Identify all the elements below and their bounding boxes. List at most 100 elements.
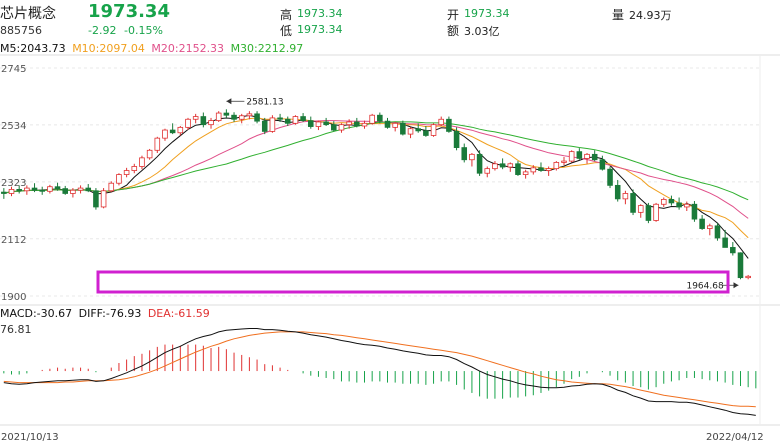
amount-value: 3.03亿 [464,25,500,38]
candle-body [469,153,475,161]
high-value: 1973.34 [297,7,343,20]
candle-body [70,189,76,194]
price-tick-label: 2745 [1,64,26,75]
candle-body [400,122,406,135]
candle-body [369,114,375,124]
candle-body [246,113,253,117]
ma30-label: M30:2212.97 [230,42,304,55]
candle-body [691,203,698,220]
candle-body [568,151,575,162]
diff-line [3,328,756,416]
candle-body [599,159,606,170]
candle-body [722,237,728,248]
candle-body [438,118,445,126]
candle-body [24,187,30,192]
ma-line-m20 [3,119,749,219]
candle-body [139,157,145,167]
candle-body [277,117,283,120]
price-tick-label: 2323 [1,178,26,189]
candle-body [116,174,122,184]
macd-legend: MACD:-30.67 DIFF:-76.93 DEA:-61.59 [0,307,213,320]
candle-body [714,225,721,239]
candle-body [269,117,276,132]
candle-body [231,114,237,120]
candle-body [77,187,84,191]
high-arrow-head [226,98,232,105]
candle-body [123,170,130,175]
candle-body [338,124,345,131]
price-tick-label: 2534 [1,121,26,132]
candle-body [361,122,368,127]
candle-body [62,188,69,194]
low-label: 低 [280,24,293,38]
candle-body [637,205,644,213]
candle-body [307,120,314,127]
candle-body [392,122,398,128]
last-price: 1973.34 [88,1,170,22]
candle-body [261,120,268,132]
candle-body [31,187,38,191]
stock-code: 885756 [0,24,42,37]
low-value: 1973.34 [297,23,343,36]
candle-body [561,160,567,163]
open-value: 1973.34 [464,7,510,20]
candle-body [162,129,168,139]
candle-body [607,168,613,186]
candle-body [16,189,22,192]
low-annotation: 1964.68 [686,281,723,291]
candle-body [8,189,15,194]
candle-body [1,191,7,194]
candle-body [545,168,552,171]
candle-body [614,184,621,200]
high-annotation: 2581.13 [246,97,283,107]
ma10-label: M10:2097.04 [72,42,145,55]
candle-body [645,205,652,221]
candle-body [100,190,107,208]
candle-body [653,203,659,221]
candle-body [707,225,713,229]
dea-line [3,331,756,408]
candle-body [461,147,468,161]
candle-body [323,121,329,126]
dea-label: DEA:-61.59 [147,307,210,320]
candle-body [238,115,245,120]
volume-label: 量 [612,8,625,22]
candle-body [676,202,682,208]
candle-body [530,167,537,173]
ma-line-m30 [3,121,749,201]
ma-line-m10 [3,117,749,239]
candle-body [354,121,360,127]
candle-body [407,128,414,135]
candle-body [423,130,429,136]
candle-body [284,118,291,124]
price-tick-label: 1900 [1,292,26,303]
ma-line-m5 [3,114,749,259]
candle-body [446,118,452,132]
candle-body [185,118,191,128]
candle-body [331,124,337,131]
candle-body [377,114,383,122]
ma5-label: M5:2043.73 [0,42,66,55]
candle-body [85,187,92,192]
amount-label: 额 [447,24,460,38]
candle-body [108,182,115,192]
date-start-label: 2021/10/13 [1,432,59,443]
macd-label: MACD:-30.67 [0,307,73,320]
candle-body [93,190,99,208]
candle-body [499,163,506,168]
candle-body [453,131,460,148]
date-end-label: 2022/04/12 [706,432,764,443]
price-change-pct: -0.15% [124,24,163,37]
candle-body [668,199,675,204]
candle-body [553,162,560,170]
candle-body [154,137,161,151]
price-change: -2.92 [88,24,117,37]
candle-body [146,149,153,159]
high-label: 高 [280,8,293,22]
quote-header: 芯片概念 1973.34 885756 -2.92 -0.15% 高 1973.… [0,0,780,40]
candle-body [584,153,590,159]
ma-legend: M5:2043.73 M10:2097.04 M20:2152.33 M30:2… [0,42,306,55]
candle-body [683,203,690,208]
candle-body [660,199,667,205]
